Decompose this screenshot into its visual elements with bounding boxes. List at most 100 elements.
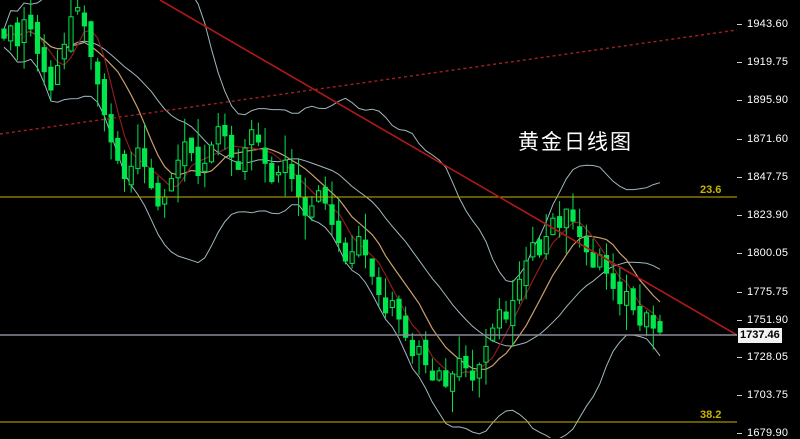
candlestick	[182, 141, 188, 167]
fibonacci-level-tag[interactable]: 38.2	[700, 409, 722, 421]
candlestick	[563, 208, 569, 229]
candlestick	[115, 137, 121, 161]
candlestick	[630, 288, 636, 311]
plot-area[interactable]: 黄金日线图	[0, 0, 737, 438]
candlestick	[68, 16, 74, 52]
axis-tick-mark	[737, 62, 742, 63]
candlestick	[101, 79, 108, 115]
candlestick	[289, 163, 295, 179]
candlestick	[229, 134, 235, 158]
candlestick	[21, 19, 27, 43]
fibonacci-lines	[0, 196, 737, 423]
candlestick	[443, 370, 449, 387]
candlestick	[436, 370, 442, 381]
candlestick	[235, 161, 241, 170]
candlestick	[483, 345, 489, 363]
chart-title-label: 黄金日线图	[518, 130, 633, 154]
candlestick	[55, 65, 61, 85]
candlestick	[41, 47, 47, 73]
candlestick	[208, 144, 215, 163]
candlestick	[463, 355, 469, 369]
candlestick	[610, 273, 616, 289]
candlestick	[75, 7, 81, 12]
axis-tick-label: 1871.60	[747, 133, 789, 145]
candlestick	[376, 277, 382, 296]
candlestick	[510, 300, 516, 327]
candlestick	[624, 291, 630, 306]
candlestick	[162, 196, 168, 205]
candlestick	[48, 66, 54, 91]
axis-tick-label: 1775.75	[747, 286, 789, 298]
candlestick	[396, 298, 402, 320]
candlestick	[316, 190, 322, 202]
candlestick	[95, 61, 101, 85]
candlestick	[269, 162, 275, 183]
candlestick	[249, 129, 255, 146]
axis-tick-label: 1919.75	[747, 56, 789, 68]
candlestick	[603, 255, 610, 274]
fibonacci-level-tag[interactable]: 23.6	[700, 184, 722, 196]
axis-tick-label: 1800.05	[747, 247, 789, 259]
candlestick	[449, 373, 456, 392]
candlestick	[215, 126, 221, 145]
candlestick	[637, 306, 643, 326]
candlestick	[108, 114, 114, 143]
candlestick	[409, 339, 415, 357]
candlestick	[155, 182, 161, 207]
candlestick	[28, 14, 34, 30]
candlestick	[135, 147, 141, 170]
candlestick	[570, 209, 576, 222]
axis-tick-mark	[737, 357, 742, 358]
candlestick	[202, 162, 208, 172]
candlestick	[1, 28, 7, 39]
candlestick	[195, 146, 201, 176]
price-axis-panel[interactable]: 1943.60 1919.75 1895.90 1871.60 1847.75 1823.…	[737, 0, 800, 439]
axis-tick-label: 1943.60	[747, 18, 789, 30]
candlestick	[148, 167, 154, 189]
candlestick	[342, 242, 348, 262]
candlestick	[175, 159, 181, 179]
candlestick	[423, 339, 429, 366]
axis-tick-label: 1751.90	[747, 314, 789, 326]
candlestick	[644, 312, 650, 328]
candlestick	[309, 205, 315, 218]
candlestick	[383, 297, 389, 314]
candlestick	[389, 300, 395, 309]
candlestick	[336, 220, 342, 244]
candlestick	[650, 315, 656, 329]
axis-tick-label: 1823.90	[747, 209, 789, 221]
candlestick	[128, 165, 134, 186]
candlestick	[329, 204, 335, 225]
candlestick	[543, 236, 549, 255]
candlestick	[577, 226, 583, 237]
candlestick	[617, 281, 623, 305]
candlestick	[657, 321, 663, 333]
candlestick	[590, 251, 596, 268]
axis-tick-mark	[737, 139, 742, 140]
candlestick	[516, 278, 523, 301]
candlestick	[470, 370, 476, 381]
axis-tick-mark	[737, 320, 742, 321]
candlestick	[369, 258, 375, 277]
candlestick	[403, 315, 409, 338]
candlestick	[34, 21, 41, 54]
candlestick	[429, 370, 435, 381]
candlestick	[81, 12, 88, 27]
candlestick	[362, 239, 369, 256]
candlestick	[262, 147, 268, 164]
axis-tick-mark	[737, 100, 742, 101]
axis-tick-mark	[737, 433, 742, 434]
current-price-tag[interactable]: 1737.46	[738, 328, 782, 343]
axis-tick-label: 1895.90	[747, 94, 789, 106]
candlestick	[530, 242, 536, 258]
candlestick	[302, 197, 308, 216]
axis-tick-mark	[737, 253, 742, 254]
candlestick	[222, 125, 228, 137]
candlestick	[282, 159, 288, 173]
candlestick	[168, 178, 175, 192]
axis-tick-label: 1679.90	[747, 427, 789, 439]
plot-background	[0, 0, 737, 438]
axis-tick-label: 1847.75	[747, 171, 789, 183]
candlestick	[476, 364, 482, 379]
